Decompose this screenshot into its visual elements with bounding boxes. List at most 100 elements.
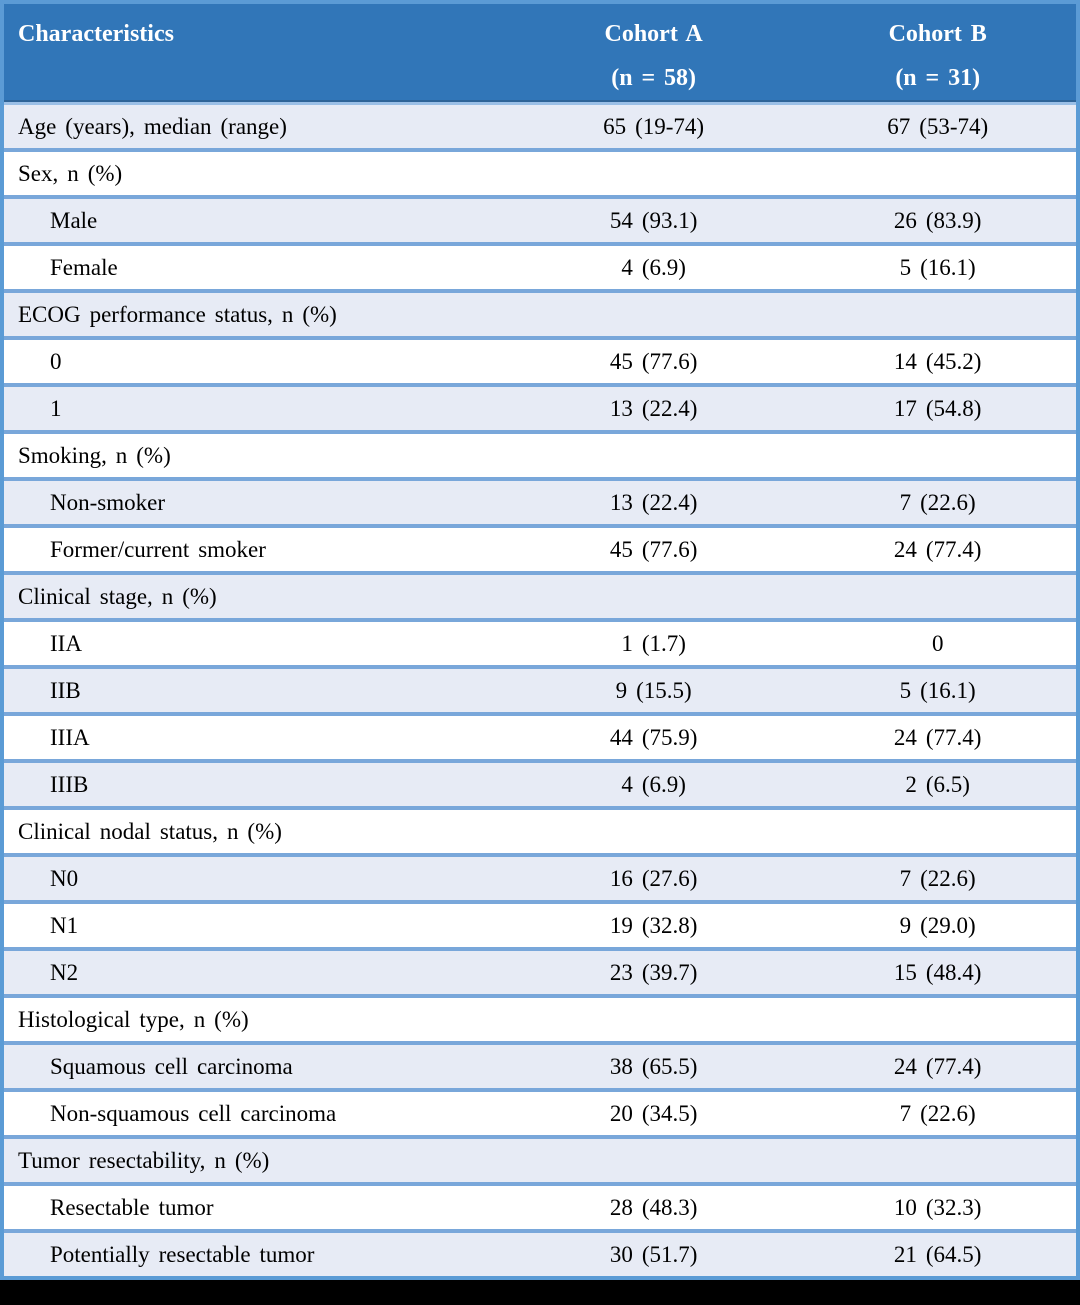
row-label: Clinical nodal status, n (%) [4, 810, 508, 857]
table-row: Female 4 (6.9) 5 (16.1) [4, 246, 1076, 293]
table-row: IIA 1 (1.7) 0 [4, 622, 1076, 669]
row-label: N2 [4, 951, 508, 998]
header-cohort-b: Cohort B (n = 31) [799, 4, 1076, 102]
cohort-a-value [507, 575, 800, 622]
row-label: Resectable tumor [4, 1186, 508, 1233]
patient-characteristics-table: Characteristics Cohort A (n = 58) Cohort… [4, 4, 1076, 1276]
cohort-b-value [799, 152, 1076, 199]
table-row: Age (years), median (range) 65 (19-74) 67 … [4, 102, 1076, 152]
row-label: N1 [4, 904, 508, 951]
row-label: Sex, n (%) [4, 152, 508, 199]
cohort-b-value: 5 (16.1) [799, 669, 1076, 716]
table-row: Potentially resectable tumor 30 (51.7) 21 … [4, 1233, 1076, 1276]
row-label: Tumor resectability, n (%) [4, 1139, 508, 1186]
table-row: Tumor resectability, n (%) [4, 1139, 1076, 1186]
row-label: ECOG performance status, n (%) [4, 293, 508, 340]
table-header: Characteristics Cohort A (n = 58) Cohort… [4, 4, 1076, 102]
table-row: 0 45 (77.6) 14 (45.2) [4, 340, 1076, 387]
row-label: IIIB [4, 763, 508, 810]
row-label: Clinical stage, n (%) [4, 575, 508, 622]
cohort-b-value: 5 (16.1) [799, 246, 1076, 293]
table-row: Histological type, n (%) [4, 998, 1076, 1045]
table-row: 1 13 (22.4) 17 (54.8) [4, 387, 1076, 434]
cohort-b-value: 10 (32.3) [799, 1186, 1076, 1233]
table-row: Sex, n (%) [4, 152, 1076, 199]
cohort-b-value: 24 (77.4) [799, 528, 1076, 575]
cohort-a-value: 13 (22.4) [507, 387, 800, 434]
cohort-a-value: 45 (77.6) [507, 340, 800, 387]
row-label: IIIA [4, 716, 508, 763]
cohort-a-title: Cohort A [604, 21, 703, 47]
cohort-a-value [507, 293, 800, 340]
table-row: Non-squamous cell carcinoma 20 (34.5) 7 (2… [4, 1092, 1076, 1139]
row-label: Non-squamous cell carcinoma [4, 1092, 508, 1139]
row-label: Potentially resectable tumor [4, 1233, 508, 1276]
row-label: 1 [4, 387, 508, 434]
cohort-b-value: 15 (48.4) [799, 951, 1076, 998]
table-row: IIIB 4 (6.9) 2 (6.5) [4, 763, 1076, 810]
cohort-a-value: 16 (27.6) [507, 857, 800, 904]
cohort-a-value: 38 (65.5) [507, 1045, 800, 1092]
cohort-a-value [507, 998, 800, 1045]
cohort-a-value: 13 (22.4) [507, 481, 800, 528]
table-row: Resectable tumor 28 (48.3) 10 (32.3) [4, 1186, 1076, 1233]
cohort-b-value: 0 [799, 622, 1076, 669]
cohort-a-value [507, 434, 800, 481]
cohort-a-value: 28 (48.3) [507, 1186, 800, 1233]
cohort-a-value [507, 810, 800, 857]
cohort-a-value: 1 (1.7) [507, 622, 800, 669]
cohort-a-value: 54 (93.1) [507, 199, 800, 246]
cohort-b-title: Cohort B [888, 21, 987, 47]
row-label: IIB [4, 669, 508, 716]
table-row: N2 23 (39.7) 15 (48.4) [4, 951, 1076, 998]
table-row: N1 19 (32.8) 9 (29.0) [4, 904, 1076, 951]
table-row: Clinical stage, n (%) [4, 575, 1076, 622]
cohort-b-value: 21 (64.5) [799, 1233, 1076, 1276]
table-row: ECOG performance status, n (%) [4, 293, 1076, 340]
cohort-b-value [799, 434, 1076, 481]
table-row: Male 54 (93.1) 26 (83.9) [4, 199, 1076, 246]
row-label: 0 [4, 340, 508, 387]
table-row: N0 16 (27.6) 7 (22.6) [4, 857, 1076, 904]
table-body: Age (years), median (range) 65 (19-74) 67 … [4, 102, 1076, 1276]
cohort-a-value: 4 (6.9) [507, 246, 800, 293]
cohort-b-value: 7 (22.6) [799, 481, 1076, 528]
cohort-b-value [799, 998, 1076, 1045]
cohort-b-value: 24 (77.4) [799, 1045, 1076, 1092]
header-row: Characteristics Cohort A (n = 58) Cohort… [4, 4, 1076, 102]
bottom-black-bar [0, 1284, 1080, 1305]
cohort-a-value: 44 (75.9) [507, 716, 800, 763]
cohort-a-value: 20 (34.5) [507, 1092, 800, 1139]
cohort-b-value: 7 (22.6) [799, 1092, 1076, 1139]
row-label: Squamous cell carcinoma [4, 1045, 508, 1092]
table-row: Smoking, n (%) [4, 434, 1076, 481]
table-row: Former/current smoker 45 (77.6) 24 (77.4) [4, 528, 1076, 575]
cohort-b-value: 9 (29.0) [799, 904, 1076, 951]
cohort-a-value [507, 152, 800, 199]
table-row: IIIA 44 (75.9) 24 (77.4) [4, 716, 1076, 763]
cohort-b-n: (n = 31) [895, 65, 981, 91]
cohort-a-value: 9 (15.5) [507, 669, 800, 716]
cohort-b-value: 14 (45.2) [799, 340, 1076, 387]
cohort-b-value: 24 (77.4) [799, 716, 1076, 763]
table-row: Squamous cell carcinoma 38 (65.5) 24 (77.4… [4, 1045, 1076, 1092]
row-label: IIA [4, 622, 508, 669]
cohort-b-value: 26 (83.9) [799, 199, 1076, 246]
table-row: IIB 9 (15.5) 5 (16.1) [4, 669, 1076, 716]
cohort-a-value: 19 (32.8) [507, 904, 800, 951]
cohort-b-value: 17 (54.8) [799, 387, 1076, 434]
cohort-a-n: (n = 58) [611, 65, 696, 91]
row-label: Histological type, n (%) [4, 998, 508, 1045]
cohort-b-value [799, 575, 1076, 622]
cohort-a-value: 65 (19-74) [507, 102, 800, 152]
header-characteristics-label: Characteristics [18, 21, 174, 47]
row-label: Former/current smoker [4, 528, 508, 575]
cohort-b-value: 7 (22.6) [799, 857, 1076, 904]
table-row: Clinical nodal status, n (%) [4, 810, 1076, 857]
cohort-b-value [799, 810, 1076, 857]
cohort-a-value: 30 (51.7) [507, 1233, 800, 1276]
cohort-a-value: 45 (77.6) [507, 528, 800, 575]
row-label: Female [4, 246, 508, 293]
